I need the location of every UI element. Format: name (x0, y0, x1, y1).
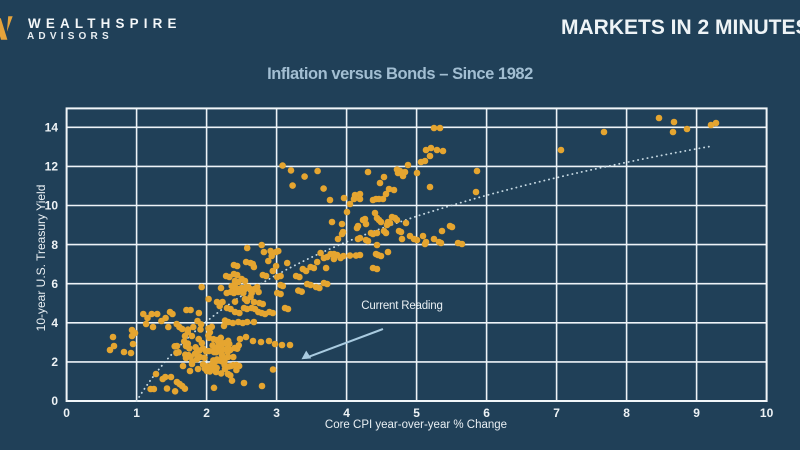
svg-text:14: 14 (45, 121, 59, 135)
svg-text:12: 12 (45, 160, 59, 174)
svg-text:6: 6 (483, 406, 490, 420)
svg-text:Core CPI year-over-year % Chan: Core CPI year-over-year % Change (325, 419, 507, 431)
svg-text:1: 1 (133, 406, 140, 420)
svg-text:0: 0 (51, 394, 58, 408)
svg-text:6: 6 (51, 277, 58, 291)
svg-text:10: 10 (45, 199, 59, 213)
svg-text:9: 9 (693, 406, 700, 420)
svg-text:8: 8 (51, 238, 58, 252)
svg-text:10-year U.S. Treasury Yield: 10-year U.S. Treasury Yield (34, 185, 48, 332)
svg-text:2: 2 (51, 355, 58, 369)
svg-text:5: 5 (413, 406, 420, 420)
svg-text:7: 7 (553, 406, 560, 420)
svg-text:0: 0 (63, 406, 70, 420)
svg-text:4: 4 (51, 316, 58, 330)
svg-text:3: 3 (273, 406, 280, 420)
svg-text:4: 4 (343, 406, 350, 420)
svg-text:10: 10 (760, 406, 774, 420)
svg-text:8: 8 (623, 406, 630, 420)
svg-text:2: 2 (203, 406, 210, 420)
svg-text:Current Reading: Current Reading (361, 300, 442, 312)
